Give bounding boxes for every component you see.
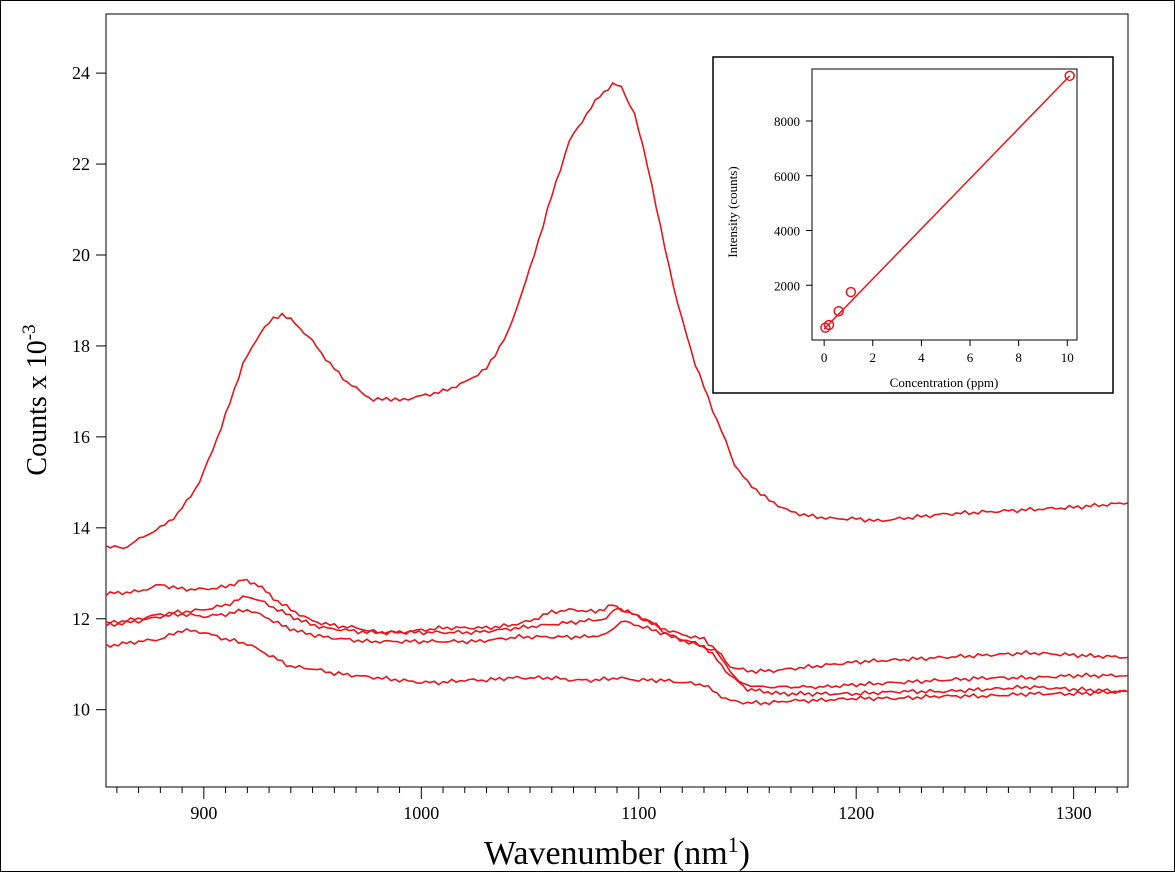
inset-x-tick-label: 0 — [821, 350, 828, 365]
main-y-axis-label: Counts x 10-3 — [19, 324, 53, 475]
main-y-tick-label: 20 — [72, 245, 90, 265]
main-y-tick-label: 14 — [72, 518, 90, 538]
inset-data-point — [833, 306, 844, 317]
main-x-tick-label: 1100 — [621, 803, 656, 823]
inset-y-tick-label: 2000 — [774, 278, 800, 293]
inset-y-ticks: 2000 4000 6000 8000 — [774, 114, 812, 293]
inset-data-point — [845, 286, 857, 298]
inset-x-tick-label: 4 — [918, 350, 925, 365]
main-y-tick-label: 16 — [72, 427, 90, 447]
main-x-tick-label: 900 — [190, 803, 217, 823]
inset-fit-line — [823, 75, 1071, 330]
inset-data-point — [1064, 70, 1075, 82]
spectrum-line-2 — [105, 578, 1129, 675]
inset-x-axis-label: Concentration (ppm) — [890, 375, 999, 390]
inset-y-tick-label: 8000 — [774, 114, 800, 129]
inset-x-tick-label: 8 — [1015, 350, 1022, 365]
main-y-ticks: 10 12 14 16 18 20 22 24 — [72, 63, 106, 720]
main-y-tick-label: 24 — [72, 63, 90, 83]
main-y-tick-label: 12 — [72, 609, 90, 629]
inset-x-ticks: 0 2 4 6 8 10 — [821, 340, 1074, 365]
main-x-tick-label: 1000 — [403, 803, 439, 823]
spectrum-line-5 — [105, 627, 1129, 706]
main-x-tick-label: 1200 — [838, 803, 874, 823]
inset-x-tick-label: 2 — [870, 350, 877, 365]
main-y-tick-label: 10 — [72, 700, 90, 720]
inset-x-tick-label: 10 — [1061, 350, 1074, 365]
main-y-axis-label-superscript: -3 — [19, 324, 40, 340]
inset-y-axis-label: Intensity (counts) — [725, 166, 740, 257]
inset-data-point — [823, 319, 835, 331]
main-x-axis-label-text: Wavenumber (nm — [484, 835, 728, 872]
main-y-tick-label: 22 — [72, 154, 90, 174]
inset-chart: 0 2 4 6 8 10 2000 4000 6000 8000 Concentration (… — [712, 56, 1114, 394]
inset-x-tick-label: 6 — [967, 350, 974, 365]
main-y-tick-label: 18 — [72, 336, 90, 356]
main-x-tick-label: 1300 — [1056, 803, 1092, 823]
inset-plot-frame — [811, 68, 1078, 341]
inset-marks-group — [820, 70, 1075, 333]
inset-box — [712, 56, 1114, 394]
spectrum-line-1 — [105, 81, 1129, 550]
inset-y-tick-label: 6000 — [774, 169, 800, 184]
main-x-axis-label-close: ) — [739, 835, 750, 872]
inset-y-tick-label: 4000 — [774, 224, 800, 239]
main-x-ticks: 900 1000 1100 1200 1300 — [116, 787, 1118, 823]
main-x-axis-label: Wavenumber (nm1) — [484, 832, 750, 872]
spectrum-line-4 — [105, 608, 1129, 698]
main-x-axis-label-superscript: 1 — [728, 832, 739, 857]
main-series-group — [105, 81, 1129, 706]
spectrum-line-3 — [105, 595, 1129, 690]
main-y-axis-label-text: Counts x 10 — [22, 340, 53, 475]
